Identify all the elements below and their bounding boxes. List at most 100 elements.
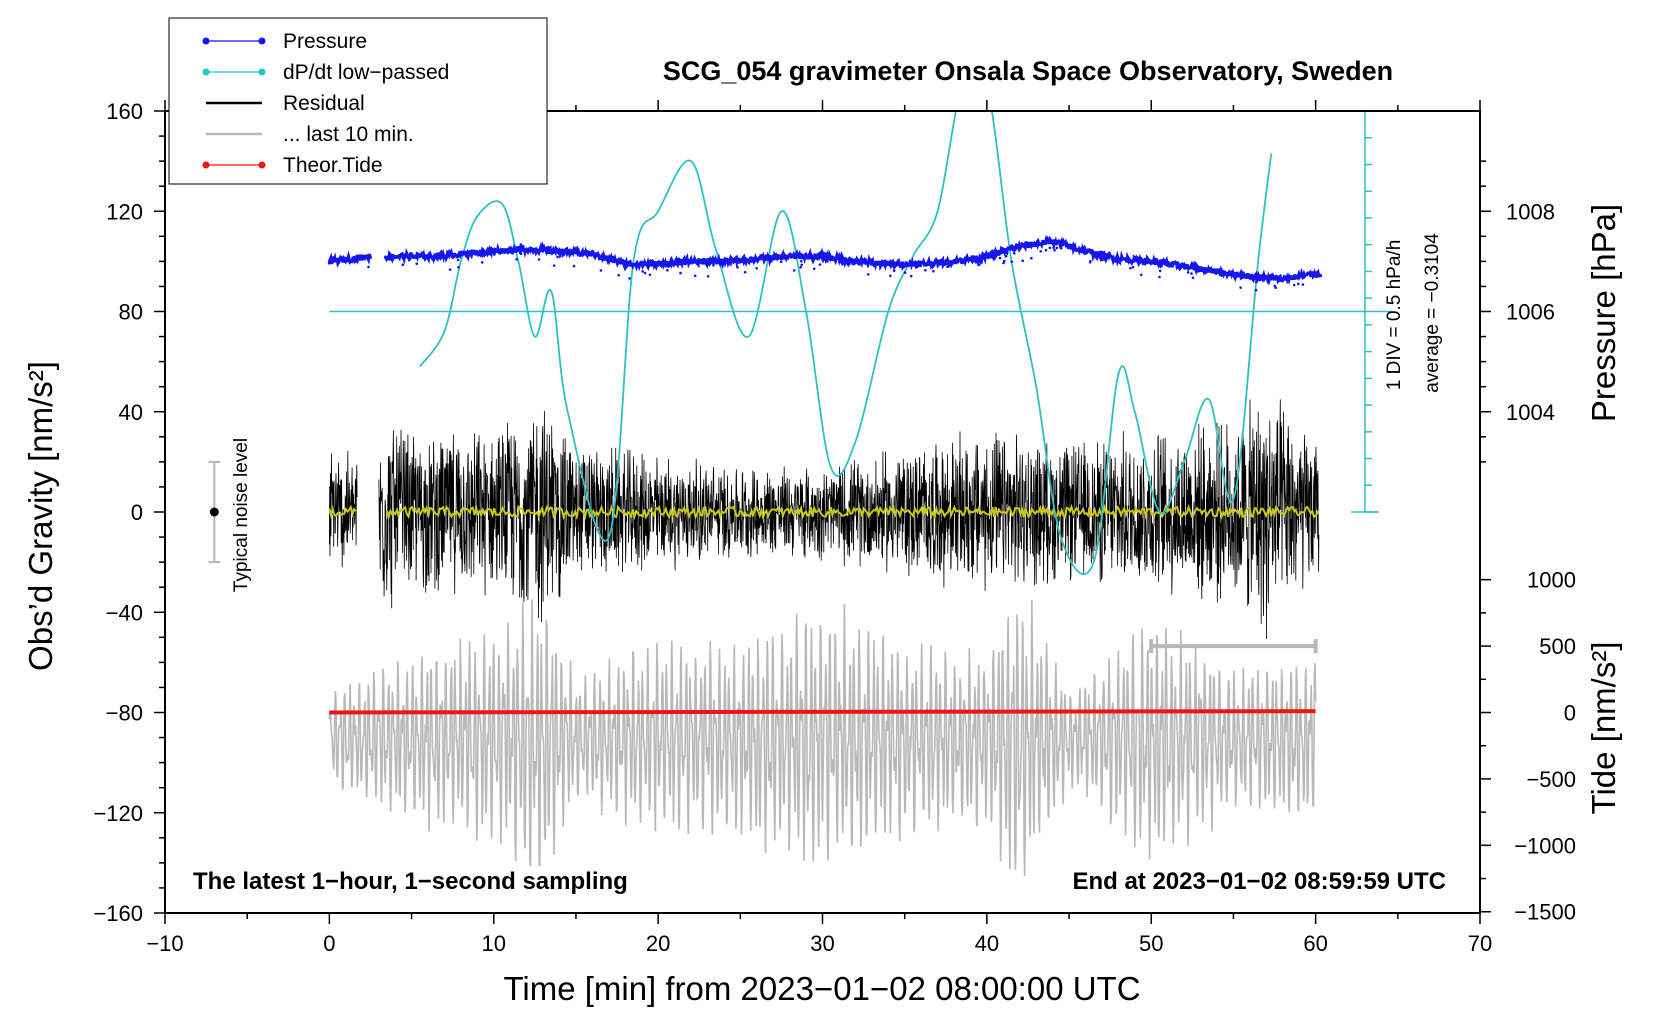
x-axis-title: Time [min] from 2023−01−02 08:00:00 UTC (503, 970, 1140, 1007)
x-axis-tick-label: 0 (323, 931, 335, 956)
pressure-point (1274, 286, 1277, 290)
pressure-point (648, 273, 652, 277)
pressure-point (666, 269, 669, 272)
pressure-point (556, 255, 559, 259)
pressure-point (1052, 246, 1055, 249)
tide-series-line (329, 709, 1316, 715)
pressure-point (826, 260, 829, 263)
pressure-point (529, 250, 532, 254)
pressure-point (779, 260, 783, 264)
legend-box (168, 17, 548, 185)
dpdt-scale-label: 1 DIV = 0.5 hPa/h (1384, 240, 1405, 391)
pressure-point (841, 262, 845, 266)
x-axis-tick-label: 30 (810, 931, 834, 956)
pressure-point (1301, 283, 1305, 286)
pressure-point (1083, 252, 1086, 255)
pressure-point (909, 274, 913, 278)
tide-axis-tick-label: 1000 (1527, 568, 1576, 593)
tide-axis-title: Tide [nm/s²] (1585, 642, 1622, 815)
pressure-point (1254, 288, 1258, 292)
y-axis-tick-label: −80 (106, 701, 143, 726)
tide-axis-tick-label: 500 (1539, 634, 1576, 659)
pressure-point (706, 275, 710, 278)
y-axis-tick-label: 120 (106, 199, 143, 224)
x-axis-tick-label: 60 (1303, 931, 1327, 956)
pressure-axis-tick-label: 1006 (1506, 300, 1555, 325)
pressure-point (924, 268, 927, 272)
noise-level-dot (209, 507, 219, 517)
pressure-point (572, 264, 576, 268)
pressure-point (1039, 250, 1042, 253)
legend-item: Theor.Tide (202, 154, 383, 177)
pressure-point (679, 271, 682, 275)
pressure-axis-tick-label: 1004 (1506, 400, 1555, 425)
pressure-point (980, 261, 983, 265)
x-axis-tick-label: 10 (482, 931, 506, 956)
pressure-point (367, 265, 370, 269)
x-axis-tick-label: 40 (975, 931, 999, 956)
pressure-point (628, 277, 631, 280)
pressure-point (800, 260, 803, 263)
pressure-point (456, 258, 460, 262)
pressure-point (889, 274, 892, 278)
pressure-axis-tick-label: 1008 (1506, 199, 1555, 224)
pressure-point (867, 273, 870, 276)
pressure-point (480, 261, 484, 264)
legend: Pressure dP/dt low−passed Residual ... last… (168, 17, 548, 185)
pressure-point (743, 270, 747, 274)
pressure-point (1030, 256, 1033, 260)
dpdt-series-line (419, 111, 1273, 576)
legend-item: Pressure (202, 30, 367, 53)
pressure-point (641, 270, 644, 273)
last10-series-line (328, 599, 1317, 877)
pressure-point (1060, 247, 1063, 250)
pressure-point (1012, 252, 1016, 255)
pressure-point (872, 264, 876, 268)
pressure-point (818, 263, 822, 266)
pressure-point (1158, 275, 1161, 279)
pressure-point (599, 269, 603, 272)
pressure-point (1139, 273, 1143, 277)
legend-label: Pressure (283, 30, 367, 53)
pressure-point (1190, 272, 1193, 275)
y-axis-tick-label: 0 (131, 500, 143, 525)
pressure-point (537, 258, 541, 261)
pressure-point (1186, 271, 1190, 274)
pressure-point (1100, 258, 1104, 262)
tide-axis-tick-label: −1500 (1514, 900, 1576, 925)
y-axis-tick-label: −40 (106, 600, 143, 625)
y-axis-tick-label: 40 (119, 400, 143, 425)
dpdt-average-label: average = −0.3104 (1422, 233, 1443, 393)
pressure-point (643, 271, 647, 275)
pressure-point (552, 264, 556, 267)
pressure-point (1089, 259, 1092, 263)
pressure-point (1004, 254, 1008, 258)
pressure-point (1048, 246, 1052, 250)
pressure-point (559, 254, 562, 258)
plot-area (327, 111, 1323, 877)
y-axis-tick-label: 160 (106, 99, 143, 124)
pressure-series-line (327, 234, 1323, 286)
pressure-point (792, 269, 796, 272)
pressure-point (812, 267, 816, 271)
pressure-point (1292, 283, 1296, 287)
pressure-point (946, 265, 949, 269)
legend-label: Theor.Tide (283, 154, 383, 177)
footer-right-note: End at 2023−01−02 08:59:59 UTC (1072, 868, 1446, 895)
pressure-point (401, 263, 405, 267)
y-axis-tick-label: −120 (93, 801, 143, 826)
footer-left-note: The latest 1−hour, 1−second sampling (193, 868, 628, 895)
pressure-point (1053, 248, 1056, 252)
pressure-point (903, 271, 907, 274)
pressure-point (493, 253, 496, 256)
pressure-point (617, 273, 620, 277)
pressure-point (1044, 248, 1048, 252)
pressure-point (1131, 265, 1135, 269)
tide-axis-tick-label: −500 (1526, 767, 1576, 792)
pressure-point (1297, 282, 1300, 286)
y-axis-title: Obs’d Gravity [nm/s²] (22, 361, 59, 671)
pressure-point (519, 252, 523, 256)
pressure-point (448, 268, 452, 271)
pressure-point (1021, 259, 1024, 263)
